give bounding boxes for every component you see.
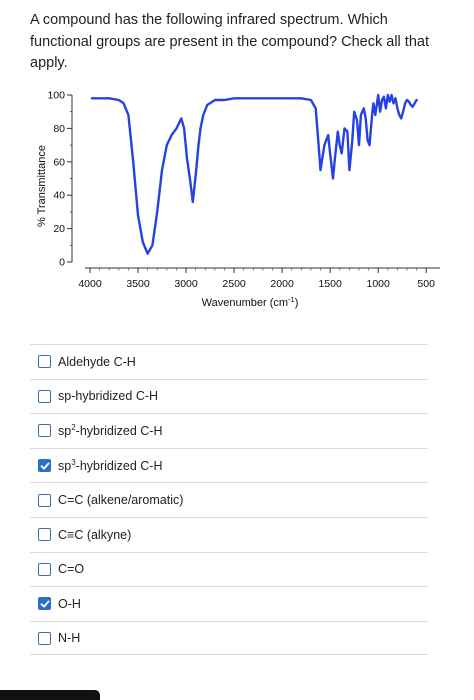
option-alkene-aromatic[interactable]: C=C (alkene/aromatic) [30, 482, 428, 517]
x-tick-label: 1500 [318, 278, 342, 290]
checkbox[interactable] [38, 389, 51, 403]
x-tick-label: 500 [417, 278, 435, 290]
y-tick-label: 0 [59, 257, 65, 269]
check-icon [40, 462, 49, 470]
label-suffix: -hybridized C-H [75, 424, 163, 439]
checkbox-checked[interactable] [38, 459, 51, 473]
y-tick-label: 100 [47, 90, 65, 102]
option-carbonyl[interactable]: C=O [30, 551, 428, 587]
checkbox[interactable] [38, 528, 51, 542]
option-label: Aldehyde C-H [58, 354, 136, 369]
ir-spectrum-chart: 100 80 60 40 20 0 4000 3500 3000 2500 2000 1500 1000… [36, 90, 440, 309]
option-nh[interactable]: N-H [30, 620, 428, 656]
chart-axes [71, 95, 440, 269]
option-label: sp2-hybridized C-H [58, 423, 163, 438]
checkbox[interactable] [38, 493, 51, 507]
home-indicator-bar [0, 690, 100, 700]
label-superscript: 2 [71, 423, 76, 433]
checkbox-checked[interactable] [38, 597, 51, 611]
checkbox[interactable] [38, 562, 51, 576]
y-tick-label: 60 [53, 156, 65, 168]
y-tick-label: 40 [53, 190, 65, 202]
x-tick-label: 3500 [126, 278, 150, 290]
option-label: sp-hybridized C-H [58, 389, 159, 404]
option-oh[interactable]: O-H [30, 586, 428, 621]
option-sp3-ch[interactable]: sp3-hybridized C-H [30, 447, 428, 483]
label-superscript: 3 [71, 458, 76, 467]
option-label: C=O [58, 562, 85, 577]
option-label: O-H [58, 596, 81, 611]
option-sp2-ch[interactable]: sp2-hybridized C-H [30, 413, 428, 448]
x-tick-label: 2500 [222, 278, 246, 290]
option-sp-ch[interactable]: sp-hybridized C-H [30, 378, 428, 414]
checkbox[interactable] [38, 355, 51, 369]
x-axis-title: Wavenumber (cm-1) [202, 295, 299, 309]
option-label: C≡C (alkyne) [58, 527, 132, 542]
y-tick-label: 80 [53, 123, 65, 135]
option-label: sp3-hybridized C-H [58, 458, 163, 473]
check-icon [40, 600, 49, 608]
x-tick-label: 3000 [174, 278, 198, 290]
x-tick-label: 1000 [366, 278, 390, 290]
y-axis-title: % Transmittance [36, 145, 48, 227]
label-prefix: sp [58, 459, 72, 474]
option-label: C=C (alkene/aromatic) [58, 493, 184, 508]
question-text: A compound has the following infrared sp… [30, 12, 429, 71]
option-aldehyde-ch[interactable]: Aldehyde C-H [30, 344, 428, 379]
spectrum-line [90, 93, 418, 255]
label-suffix: -hybridized C-H [75, 459, 163, 474]
checkbox[interactable] [38, 631, 51, 645]
answer-options: Aldehyde C-H sp-hybridized C-H sp2-hybri… [30, 344, 428, 656]
x-tick-label: 2000 [270, 278, 294, 290]
chart-ticks: 100 80 60 40 20 0 4000 3500 3000 2500 2000 1500 1000… [47, 90, 435, 291]
checkbox[interactable] [38, 424, 51, 438]
option-alkyne[interactable]: C≡C (alkyne) [30, 516, 428, 552]
option-label: N-H [58, 631, 81, 646]
label-prefix: sp [58, 424, 72, 439]
x-tick-label: 4000 [78, 278, 102, 290]
y-tick-label: 20 [53, 223, 65, 235]
